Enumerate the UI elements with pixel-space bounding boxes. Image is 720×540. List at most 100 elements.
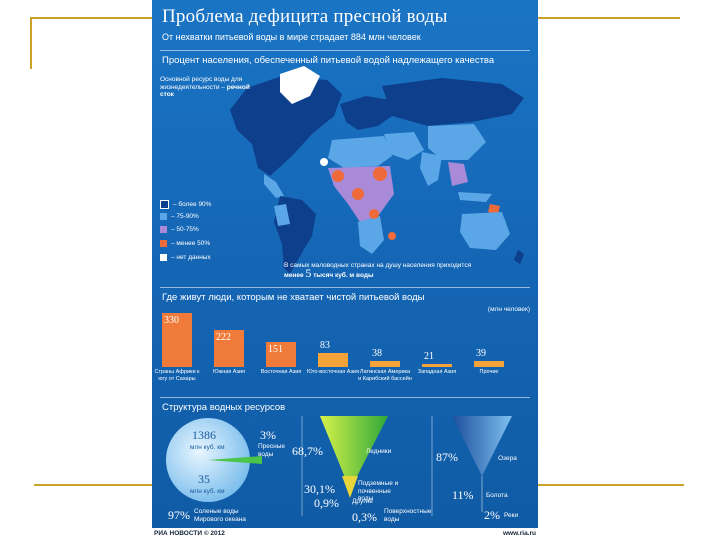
label-30: Подземные и почвенные воды	[358, 480, 399, 502]
map-north-america	[230, 76, 342, 176]
map-indonesia	[458, 192, 492, 202]
footer-url: www.ria.ru	[503, 530, 536, 537]
map-note-text: Основной ресурс воды для жизнедеятельнос…	[160, 76, 243, 91]
pct-2: 2%	[484, 508, 500, 522]
bar	[162, 312, 192, 367]
bar-value-label: 222	[216, 332, 231, 344]
legend-label: – более 90%	[173, 201, 212, 208]
pct-30: 30,1%	[304, 482, 335, 496]
bars-unit: (млн человек)	[487, 306, 530, 313]
label-97: Соленые воды Мирового океана	[194, 508, 246, 523]
map-caption-unit: тысяч куб. м воды	[313, 271, 374, 279]
bar	[266, 342, 296, 367]
map-se-asia	[448, 162, 468, 186]
world-map	[230, 66, 524, 274]
pct-68: 68,7%	[292, 444, 323, 458]
circle-bottom-value: 35	[198, 472, 210, 486]
map-europe	[340, 96, 392, 130]
legend-50-75: – 50-75%	[160, 226, 199, 233]
map-africa-hotspot-2	[373, 167, 387, 181]
bar-value-label: 38	[372, 347, 382, 359]
map-caption-number: 5	[305, 265, 312, 280]
label-2: Реки	[504, 512, 519, 519]
freshwater-wedge	[208, 456, 262, 464]
poster-title: Проблема дефицита пресной воды	[162, 6, 448, 27]
pct-3: 3%	[260, 428, 276, 442]
footer-credit: РИА НОВОСТИ © 2012	[154, 530, 225, 537]
bar	[474, 360, 504, 367]
label-68: Ледники	[366, 448, 392, 455]
legend-under50: – менее 50%	[160, 240, 210, 247]
pct-03: 0,3%	[352, 510, 377, 524]
circle-bottom-unit: млн куб. км	[190, 488, 225, 495]
map-png	[488, 204, 500, 214]
map-note: Основной ресурс воды для жизнедеятельнос…	[160, 76, 250, 99]
bar	[422, 363, 452, 367]
legend-nodata: – нет данных	[160, 254, 211, 261]
legend-swatch	[160, 226, 167, 233]
pct-11: 11%	[452, 488, 474, 502]
label-09: Другие	[352, 498, 373, 505]
bar-category-label: Западная Азия	[417, 369, 457, 375]
map-australia	[460, 212, 510, 250]
bar-value-label: 83	[320, 340, 330, 352]
map-africa-hotspot-4	[369, 209, 379, 219]
pct-97: 97%	[168, 508, 190, 522]
legend-label: – 75-90%	[171, 213, 199, 220]
glacier-funnel	[320, 416, 388, 490]
map-greenland	[280, 66, 320, 104]
map-russia	[382, 78, 524, 126]
separator	[160, 287, 530, 288]
bar-value-label: 151	[268, 344, 283, 356]
legend-label: – менее 50%	[171, 240, 211, 247]
bar-category-label: Восточная Азия	[260, 369, 302, 375]
map-india	[420, 152, 442, 186]
circle-top-unit: млн куб. км	[190, 444, 225, 451]
bar-category-label: Латинская Америка и Карибский бассейн	[358, 369, 412, 382]
legend-over90: – более 90%	[160, 200, 211, 209]
bar-category-label: Страны Африки к югу от Сахары	[154, 369, 200, 382]
pct-09: 0,9%	[314, 496, 339, 510]
label-03: Поверхностные воды	[384, 508, 432, 523]
map-caption-less: менее	[284, 271, 304, 279]
map-note-bold: речной сток	[160, 83, 250, 99]
label-3: Пресные воды	[258, 443, 286, 458]
lakes-funnel	[452, 416, 512, 476]
label-87: Озера	[498, 455, 517, 462]
map-africa-south	[358, 216, 384, 254]
map-south-america-2	[274, 204, 290, 226]
separator	[160, 397, 530, 398]
bar-category-label: Юго-восточная Азия	[306, 369, 360, 375]
label-11: Болота	[486, 492, 508, 499]
legend-swatch	[160, 254, 167, 261]
map-africa-hotspot-5	[320, 158, 328, 166]
pct-87: 87%	[436, 450, 458, 464]
bar-value-label: 21	[424, 350, 434, 362]
groundwater-tip	[342, 476, 358, 498]
map-section-title: Процент населения, обеспеченный питьевой…	[162, 55, 495, 66]
circle-top-value: 1386	[192, 428, 216, 442]
separator	[160, 50, 530, 51]
map-madagascar	[388, 232, 396, 240]
poster-footer: РИА НОВОСТИ © 2012 www.ria.ru	[152, 528, 538, 540]
bar-value-label: 330	[164, 314, 179, 326]
map-caption-line1: В самых маловодных странах на душу насел…	[284, 262, 472, 269]
map-caption: В самых маловодных странах на душу насел…	[284, 262, 524, 279]
bar-value-label: 39	[476, 347, 486, 359]
bar-category-label: Южная Азия	[212, 369, 246, 375]
legend-swatch	[160, 200, 169, 209]
legend-label: – 50-75%	[171, 226, 199, 233]
legend-swatch	[160, 240, 167, 247]
legend-75-90: – 75-90%	[160, 213, 199, 220]
map-china	[428, 124, 486, 160]
bar	[318, 353, 348, 367]
water-infographic: Проблема дефицита пресной воды От нехват…	[152, 0, 538, 540]
map-africa-hotspot-1	[332, 170, 344, 182]
frame-left-line	[30, 17, 32, 69]
map-africa-hotspot-3	[352, 188, 364, 200]
resources-section-title: Структура водных ресурсов	[162, 402, 286, 413]
legend-swatch	[160, 213, 167, 220]
bar-category-label: Прочие	[479, 369, 499, 375]
map-new-zealand	[514, 250, 524, 264]
bar	[370, 360, 400, 367]
